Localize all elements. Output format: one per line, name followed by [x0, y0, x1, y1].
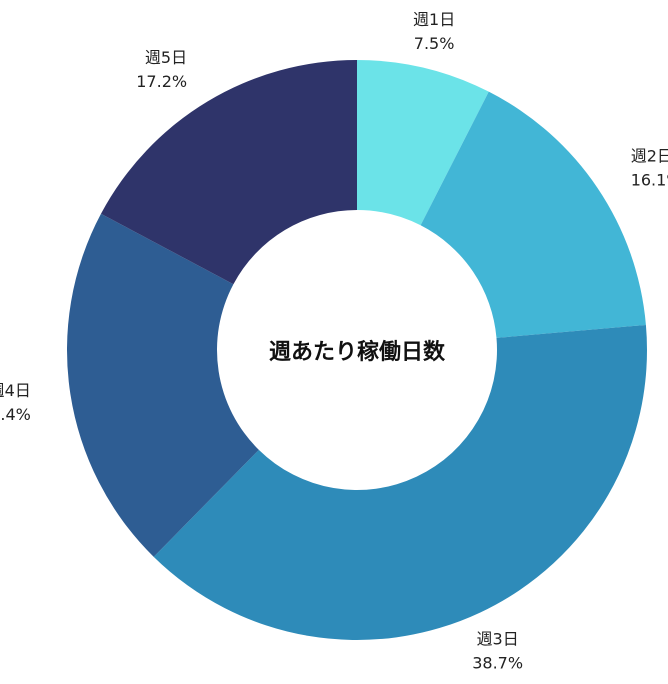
slice-value-label: 17.2% [136, 72, 187, 91]
slice-value-label: 7.5% [414, 34, 455, 53]
slice-label: 週3日 38.7% [472, 630, 523, 673]
slice-category-label: 週1日 [413, 10, 455, 29]
donut-slice [357, 60, 489, 226]
slice-label: 週2日 16.1% [631, 147, 668, 190]
slice-labels: 週1日 7.5% 週2日 16.1% 週3日 38.7% 週4日 20.4% 週5日 17.2% [0, 10, 668, 672]
slice-label: 週4日 20.4% [0, 381, 31, 424]
donut-slice [66, 213, 259, 557]
donut-slices [66, 60, 648, 641]
slice-value-label: 16.1% [631, 171, 668, 190]
slice-value-label: 20.4% [0, 405, 31, 424]
chart-title: 週あたり稼働日数 [269, 339, 446, 365]
donut-slice [100, 60, 357, 285]
slice-label: 週5日 17.2% [136, 48, 187, 91]
slice-value-label: 38.7% [472, 654, 523, 673]
slice-category-label: 週2日 [631, 147, 668, 166]
slice-category-label: 週4日 [0, 381, 31, 400]
slice-category-label: 週3日 [477, 630, 519, 649]
slice-category-label: 週5日 [145, 48, 187, 67]
donut-slice [420, 91, 646, 338]
slice-label: 週1日 7.5% [413, 10, 455, 53]
donut-slice [153, 324, 648, 641]
